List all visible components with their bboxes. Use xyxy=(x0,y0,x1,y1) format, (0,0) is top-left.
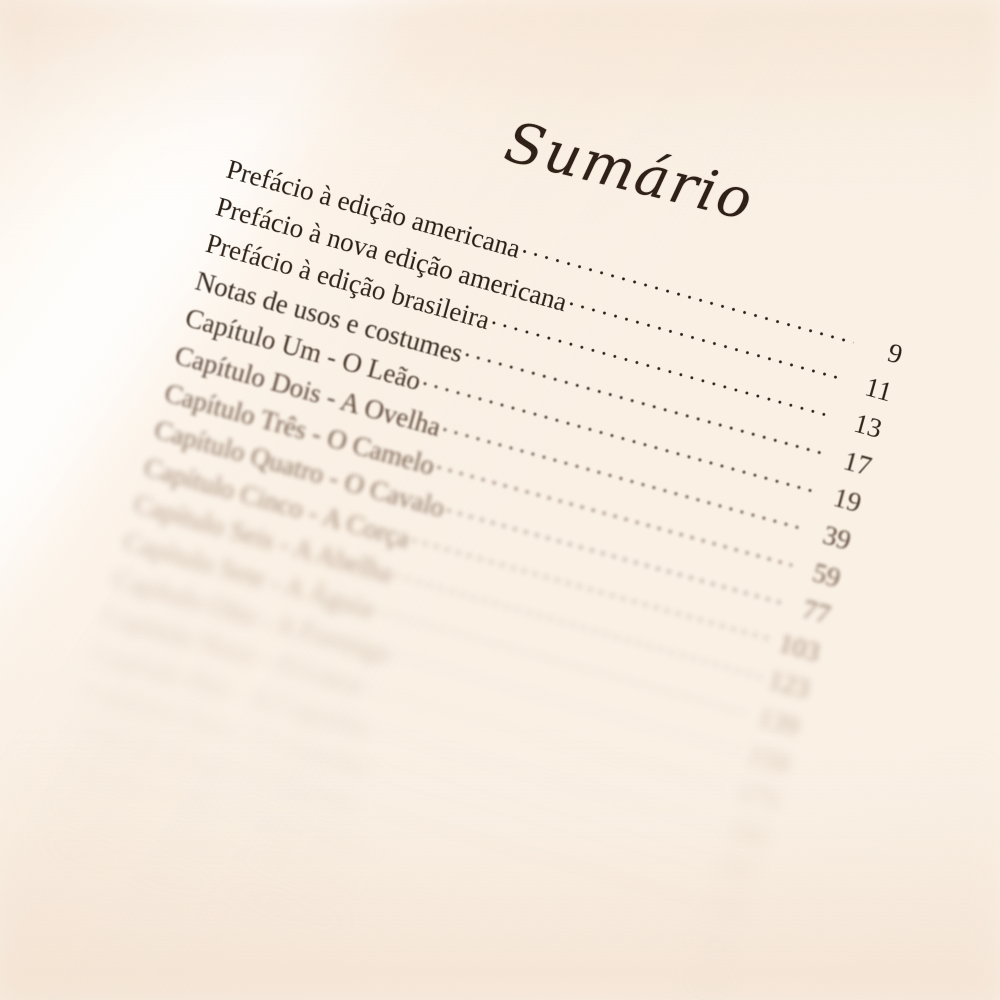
toc-entry-page-number: 195 xyxy=(723,812,773,854)
toc-entry-page-number: 159 xyxy=(744,737,793,779)
toc-entry-page-number: 59 xyxy=(809,555,845,593)
toc-entry-page-number: 39 xyxy=(819,518,855,556)
toc-entry-page-number: 19 xyxy=(830,481,865,519)
toc-entry-page-number: 17 xyxy=(840,444,876,482)
toc-entry-page-number: 103 xyxy=(775,626,824,668)
toc-entry-page-number: 139 xyxy=(754,700,803,742)
toc-entry-page-number: 9 xyxy=(884,336,907,370)
toc-entry-page-number: 123 xyxy=(765,663,814,705)
toc-entry-page-number: 13 xyxy=(850,406,886,445)
toc-entry-page-number: 173 xyxy=(734,775,783,817)
toc-entry-page-number: 207 xyxy=(713,849,762,891)
toc-entry-page-number: 225 xyxy=(703,886,752,928)
toc-entry-page-number: 241 xyxy=(693,923,742,965)
toc-entry-page-number: 11 xyxy=(861,370,896,407)
toc-entry-page-number: 77 xyxy=(799,592,834,631)
toc-entry-page-number: 259 xyxy=(682,961,731,1000)
